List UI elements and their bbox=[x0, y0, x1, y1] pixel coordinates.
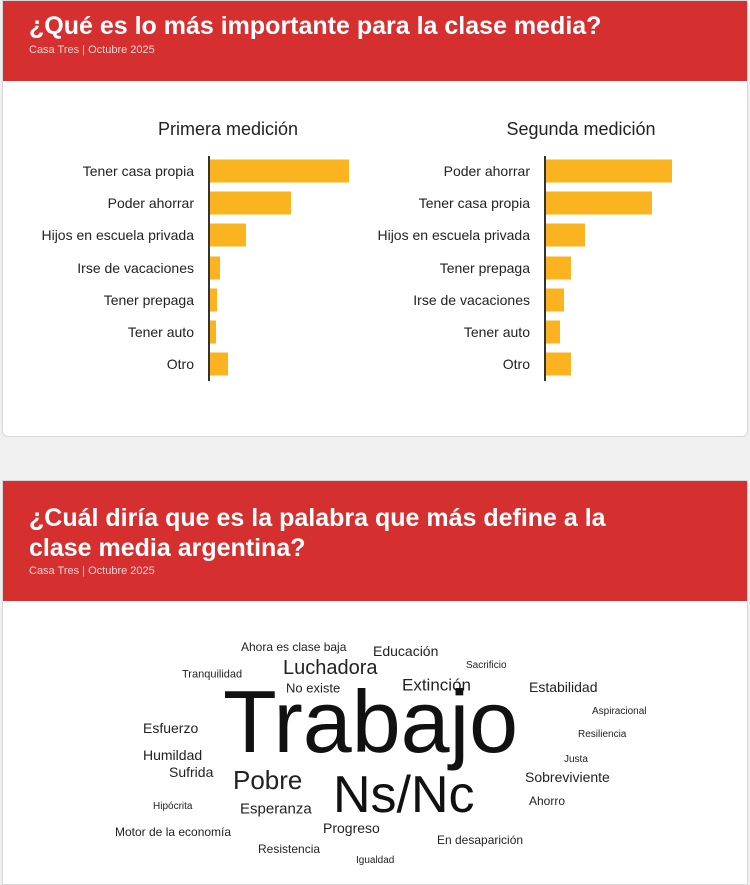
section-title-line2: clase media argentina? bbox=[29, 534, 306, 562]
bar bbox=[546, 159, 673, 183]
category-label: Tener prepaga bbox=[439, 259, 530, 276]
word-cloud-word: Humildad bbox=[143, 747, 203, 763]
card-importance: ¿Qué es lo más importante para la clase … bbox=[2, 0, 748, 437]
word-cloud-word: Sufrida bbox=[169, 764, 214, 780]
bar bbox=[210, 256, 220, 280]
word-cloud-word: No existe bbox=[286, 680, 341, 696]
word-cloud-word: Resiliencia bbox=[578, 729, 627, 740]
bar bbox=[210, 320, 216, 344]
bar bbox=[210, 191, 291, 215]
bar bbox=[210, 352, 229, 376]
word-cloud-word: Pobre bbox=[233, 765, 303, 795]
category-label: Hijos en escuela privada bbox=[377, 227, 530, 244]
word-cloud-word: Extinción bbox=[402, 675, 471, 695]
word-cloud-word: Progreso bbox=[323, 820, 380, 836]
bar bbox=[210, 159, 349, 183]
word-cloud-word: Ahora es clase baja bbox=[241, 640, 347, 654]
word-cloud-word: Aspiracional bbox=[592, 706, 647, 717]
card-wordcloud: ¿Cuál diría que es la palabra que más de… bbox=[2, 480, 748, 885]
category-label: Hijos en escuela privada bbox=[41, 227, 194, 244]
category-label: Otro bbox=[502, 356, 530, 373]
bar bbox=[210, 288, 217, 312]
section-title: ¿Qué es lo más importante para la clase … bbox=[29, 12, 602, 40]
word-cloud-word: Estabilidad bbox=[529, 679, 598, 695]
word-cloud-word: Ahorro bbox=[529, 794, 566, 808]
word-cloud-word: Luchadora bbox=[283, 657, 378, 679]
word-cloud-word: Educación bbox=[373, 643, 439, 659]
category-label: Irse de vacaciones bbox=[413, 291, 530, 308]
header-wordcloud: ¿Cuál diría que es la palabra que más de… bbox=[3, 481, 747, 601]
word-cloud-word: En desaparición bbox=[437, 833, 524, 847]
word-cloud-word: Hipócrita bbox=[153, 801, 193, 812]
category-label: Poder ahorrar bbox=[443, 163, 530, 179]
word-cloud: Ahora es clase baja Educación Sacrificio Tr… bbox=[3, 601, 747, 884]
category-label: Tener auto bbox=[463, 324, 530, 340]
word-cloud-word: Tranquilidad bbox=[182, 668, 243, 681]
bar bbox=[546, 288, 565, 312]
chart-title: Primera medición bbox=[157, 119, 299, 139]
bar bbox=[546, 320, 560, 344]
category-label: Irse de vacaciones bbox=[77, 259, 194, 276]
bar bbox=[546, 352, 572, 376]
section-title-line1: ¿Cuál diría que es la palabra que más de… bbox=[29, 504, 606, 532]
bar bbox=[546, 256, 572, 280]
word-cloud-word: Motor de la economía bbox=[115, 825, 232, 839]
word-cloud-word: Esfuerzo bbox=[143, 720, 199, 736]
word-cloud-word: Sacrificio bbox=[466, 660, 507, 671]
bar-charts: Primera medición Tener casa propia Poder a… bbox=[3, 81, 747, 436]
word-cloud-word: Sobreviviente bbox=[525, 769, 610, 785]
chart-axis bbox=[544, 156, 546, 381]
bar bbox=[546, 191, 652, 215]
word-cloud-word: Igualdad bbox=[356, 855, 395, 866]
word-cloud-word: Ns/Nc bbox=[333, 766, 475, 825]
header-importance: ¿Qué es lo más importante para la clase … bbox=[3, 1, 747, 81]
word-cloud-word: Justa bbox=[564, 754, 588, 765]
section-subtitle: Casa Tres | Octubre 2025 bbox=[29, 565, 155, 577]
category-label: Tener prepaga bbox=[103, 291, 194, 308]
category-label: Otro bbox=[166, 356, 194, 373]
chart-axis bbox=[208, 156, 210, 381]
chart-title: Segunda medición bbox=[506, 119, 656, 139]
word-cloud-word: Trabajo bbox=[223, 671, 519, 771]
section-subtitle: Casa Tres | Octubre 2025 bbox=[29, 44, 155, 56]
word-cloud-word: Esperanza bbox=[240, 800, 312, 818]
bar bbox=[210, 223, 247, 247]
category-label: Tener auto bbox=[127, 324, 194, 340]
word-cloud-word: Resistencia bbox=[258, 842, 321, 856]
category-label: Poder ahorrar bbox=[107, 195, 194, 212]
category-label: Tener casa propia bbox=[418, 195, 530, 212]
bar bbox=[546, 223, 585, 247]
category-label: Tener casa propia bbox=[82, 163, 194, 179]
